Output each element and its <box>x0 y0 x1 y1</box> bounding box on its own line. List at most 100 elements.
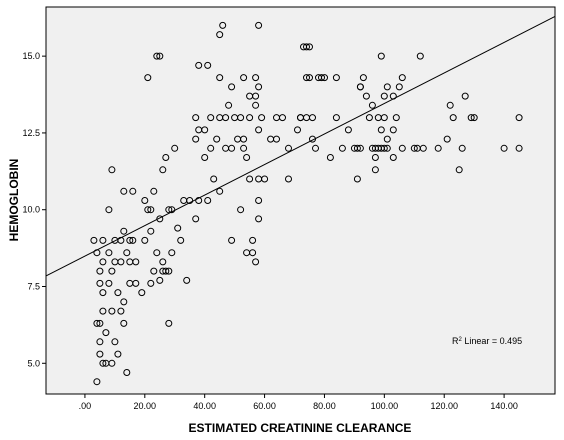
data-point <box>93 319 101 327</box>
data-point <box>315 74 322 82</box>
y-tick-label: 10.0 <box>22 205 40 215</box>
data-point <box>434 144 442 152</box>
data-point <box>90 236 98 244</box>
data-point <box>398 144 406 152</box>
data-point <box>228 236 236 244</box>
data-point <box>147 279 155 287</box>
data-point <box>306 43 313 51</box>
data-point <box>99 236 107 244</box>
data-point <box>237 206 245 214</box>
data-point <box>132 279 140 287</box>
data-point <box>371 154 379 161</box>
data-point <box>108 166 116 174</box>
fit-annotation-sup: 2 <box>459 337 463 343</box>
data-point <box>141 236 149 244</box>
data-point <box>285 144 292 152</box>
data-point <box>219 21 227 29</box>
data-point <box>204 61 212 69</box>
data-point <box>294 126 301 134</box>
data-point <box>258 114 266 122</box>
x-tick-label: .00 <box>79 401 92 411</box>
data-point <box>153 52 161 60</box>
data-point <box>374 114 382 122</box>
x-tick-label: 140.00 <box>490 401 518 411</box>
data-point <box>326 154 334 161</box>
data-point <box>165 206 173 214</box>
data-point <box>96 350 104 358</box>
data-point <box>102 329 110 337</box>
data-point <box>383 135 391 143</box>
data-point <box>377 52 385 60</box>
x-tick-label: 40.00 <box>193 401 216 411</box>
data-point <box>303 74 310 82</box>
data-point <box>255 21 263 29</box>
y-tick-label: 15.0 <box>22 51 40 61</box>
data-point <box>156 52 164 60</box>
data-point <box>156 276 164 284</box>
data-point <box>120 319 128 327</box>
data-point <box>177 236 185 244</box>
data-point <box>192 114 200 122</box>
data-point <box>332 114 340 122</box>
data-point <box>165 267 173 275</box>
data-point <box>147 227 155 235</box>
data-point <box>123 369 131 376</box>
data-point <box>96 319 104 327</box>
data-point <box>186 197 194 204</box>
data-point <box>389 126 397 134</box>
data-point <box>470 114 478 122</box>
data-point <box>273 114 280 122</box>
data-point <box>210 175 218 183</box>
data-point <box>228 83 236 91</box>
x-tick-label: 60.00 <box>253 401 276 411</box>
x-tick-label: 100.00 <box>371 401 399 411</box>
data-point <box>297 114 304 122</box>
data-point <box>318 74 325 82</box>
data-point <box>273 135 280 143</box>
data-point <box>306 74 313 82</box>
data-point <box>467 114 475 122</box>
fit-line <box>45 15 556 277</box>
data-point <box>380 92 388 100</box>
data-point <box>192 215 200 223</box>
data-point <box>356 83 364 91</box>
data-point <box>255 215 263 223</box>
data-point <box>195 197 203 204</box>
data-point <box>246 92 254 100</box>
data-point <box>108 267 116 275</box>
data-point <box>356 144 364 152</box>
data-point <box>96 279 104 287</box>
data-point <box>195 61 203 69</box>
data-point <box>117 307 125 315</box>
data-point <box>395 83 403 91</box>
data-point <box>120 187 128 195</box>
data-point <box>240 144 248 152</box>
data-point <box>201 126 209 134</box>
data-point <box>240 74 248 82</box>
data-point <box>138 289 146 297</box>
data-point <box>207 144 215 152</box>
x-tick-label: 120.00 <box>430 401 458 411</box>
data-point <box>168 249 176 257</box>
data-point <box>144 74 152 82</box>
data-point <box>105 249 113 257</box>
data-point <box>383 144 391 152</box>
data-point <box>285 175 292 183</box>
y-axis: 5.0 7.5 10.0 12.5 15.0 <box>22 51 46 368</box>
data-point <box>114 289 122 297</box>
fit-annotation: R2 Linear = 0.495 <box>452 336 522 346</box>
data-point <box>398 74 406 82</box>
data-point <box>368 101 376 109</box>
y-tick-label: 7.5 <box>27 282 40 292</box>
data-point <box>105 279 113 287</box>
data-point <box>332 74 340 82</box>
data-point <box>114 350 122 358</box>
plot-area <box>45 6 556 395</box>
data-point <box>449 114 457 122</box>
data-point <box>461 92 469 100</box>
data-point <box>129 187 137 195</box>
data-point <box>389 154 397 161</box>
data-point <box>96 338 104 346</box>
data-point <box>108 359 116 367</box>
